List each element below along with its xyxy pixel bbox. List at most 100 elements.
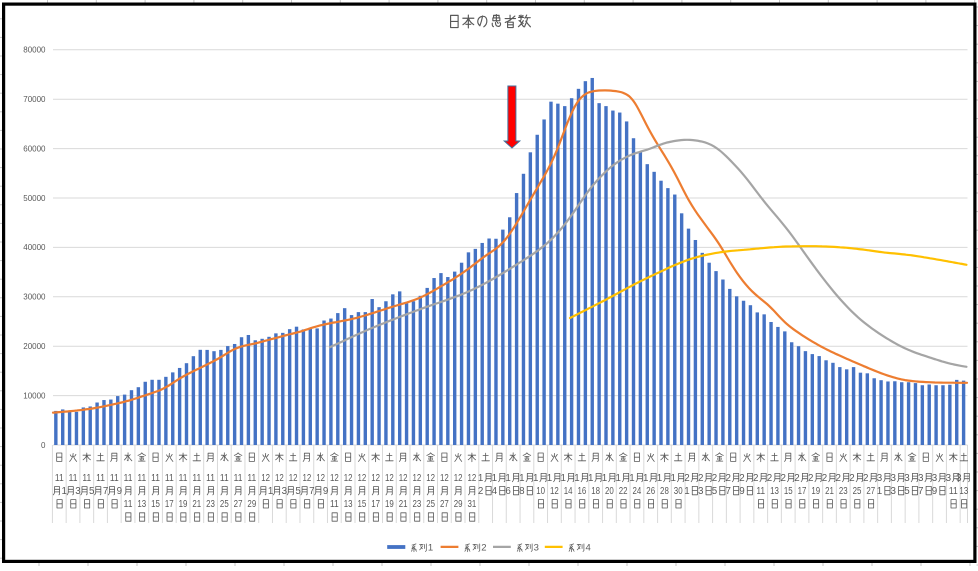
svg-text:4: 4 — [492, 486, 498, 497]
svg-text:13: 13 — [344, 499, 353, 510]
svg-text:1: 1 — [533, 473, 538, 484]
svg-text:2: 2 — [725, 473, 730, 484]
svg-text:4: 4 — [585, 543, 590, 554]
svg-text:11: 11 — [206, 473, 215, 484]
svg-text:3: 3 — [877, 473, 883, 484]
svg-text:2: 2 — [822, 473, 827, 484]
svg-text:7: 7 — [309, 486, 314, 497]
svg-text:2: 2 — [478, 486, 483, 497]
svg-text:13: 13 — [770, 486, 779, 497]
svg-text:11: 11 — [234, 473, 243, 484]
svg-text:1: 1 — [547, 473, 552, 484]
svg-text:11: 11 — [82, 473, 91, 484]
svg-text:5: 5 — [712, 486, 718, 497]
svg-text:40000: 40000 — [23, 243, 46, 252]
svg-text:19: 19 — [811, 486, 820, 497]
svg-text:30000: 30000 — [23, 293, 46, 302]
svg-text:1: 1 — [877, 486, 882, 497]
svg-text:11: 11 — [96, 473, 105, 484]
svg-text:1: 1 — [588, 473, 593, 484]
svg-text:9: 9 — [117, 486, 122, 497]
svg-text:12: 12 — [344, 473, 353, 484]
svg-text:11: 11 — [124, 499, 133, 510]
svg-text:1: 1 — [478, 473, 483, 484]
svg-text:1: 1 — [657, 473, 662, 484]
svg-text:2: 2 — [481, 543, 486, 554]
svg-text:29: 29 — [247, 499, 256, 510]
svg-text:19: 19 — [385, 499, 394, 510]
svg-text:23: 23 — [206, 499, 215, 510]
svg-text:2: 2 — [863, 473, 868, 484]
svg-text:9: 9 — [323, 486, 328, 497]
svg-text:21: 21 — [825, 486, 834, 497]
svg-text:3: 3 — [282, 486, 288, 497]
svg-text:28: 28 — [660, 486, 669, 497]
svg-text:2: 2 — [698, 473, 703, 484]
svg-text:1: 1 — [615, 473, 620, 484]
svg-text:2: 2 — [753, 473, 758, 484]
svg-text:11: 11 — [124, 473, 133, 484]
svg-text:21: 21 — [399, 499, 408, 510]
svg-text:11: 11 — [192, 473, 201, 484]
svg-text:25: 25 — [426, 499, 435, 510]
svg-text:11: 11 — [330, 499, 339, 510]
svg-text:3: 3 — [534, 543, 539, 554]
svg-text:12: 12 — [412, 473, 421, 484]
svg-text:1: 1 — [268, 486, 273, 497]
svg-text:1: 1 — [519, 473, 524, 484]
svg-text:12: 12 — [399, 473, 408, 484]
svg-text:12: 12 — [289, 473, 298, 484]
svg-text:3: 3 — [891, 473, 897, 484]
svg-text:11: 11 — [137, 473, 146, 484]
svg-text:26: 26 — [646, 486, 655, 497]
svg-text:2: 2 — [684, 473, 689, 484]
svg-text:2: 2 — [836, 473, 841, 484]
svg-text:12: 12 — [385, 473, 394, 484]
svg-text:5: 5 — [89, 486, 95, 497]
svg-text:2: 2 — [739, 473, 744, 484]
svg-text:8: 8 — [519, 486, 525, 497]
svg-text:5: 5 — [904, 486, 910, 497]
svg-text:3: 3 — [946, 473, 952, 484]
svg-text:12: 12 — [275, 473, 284, 484]
svg-text:12: 12 — [330, 473, 339, 484]
svg-text:15: 15 — [357, 499, 366, 510]
svg-text:25: 25 — [220, 499, 229, 510]
svg-text:30: 30 — [674, 486, 683, 497]
svg-text:12: 12 — [426, 473, 435, 484]
svg-text:7: 7 — [918, 486, 923, 497]
svg-text:3: 3 — [956, 473, 962, 484]
svg-text:12: 12 — [261, 473, 270, 484]
svg-text:9: 9 — [932, 486, 937, 497]
svg-text:17: 17 — [371, 499, 380, 510]
svg-text:27: 27 — [234, 499, 243, 510]
svg-text:23: 23 — [412, 499, 421, 510]
svg-text:7: 7 — [103, 486, 108, 497]
svg-text:11: 11 — [949, 486, 958, 497]
svg-text:11: 11 — [220, 473, 229, 484]
svg-text:2: 2 — [781, 473, 786, 484]
svg-text:2: 2 — [794, 473, 799, 484]
svg-text:6: 6 — [505, 486, 511, 497]
svg-text:21: 21 — [192, 499, 201, 510]
svg-text:31: 31 — [468, 499, 477, 510]
svg-text:29: 29 — [454, 499, 463, 510]
svg-text:3: 3 — [932, 473, 938, 484]
svg-text:2: 2 — [767, 473, 772, 484]
svg-text:24: 24 — [633, 486, 642, 497]
svg-text:1: 1 — [684, 486, 689, 497]
svg-text:11: 11 — [69, 473, 78, 484]
svg-text:12: 12 — [440, 473, 449, 484]
svg-text:27: 27 — [866, 486, 875, 497]
svg-text:3: 3 — [698, 486, 704, 497]
svg-text:2: 2 — [849, 473, 854, 484]
svg-text:60000: 60000 — [23, 144, 46, 153]
svg-text:10: 10 — [536, 486, 545, 497]
svg-text:13: 13 — [959, 486, 968, 497]
svg-text:7: 7 — [725, 486, 730, 497]
svg-text:12: 12 — [550, 486, 559, 497]
svg-text:1: 1 — [643, 473, 648, 484]
svg-text:10000: 10000 — [23, 391, 46, 400]
svg-text:2: 2 — [808, 473, 813, 484]
svg-text:12: 12 — [302, 473, 311, 484]
